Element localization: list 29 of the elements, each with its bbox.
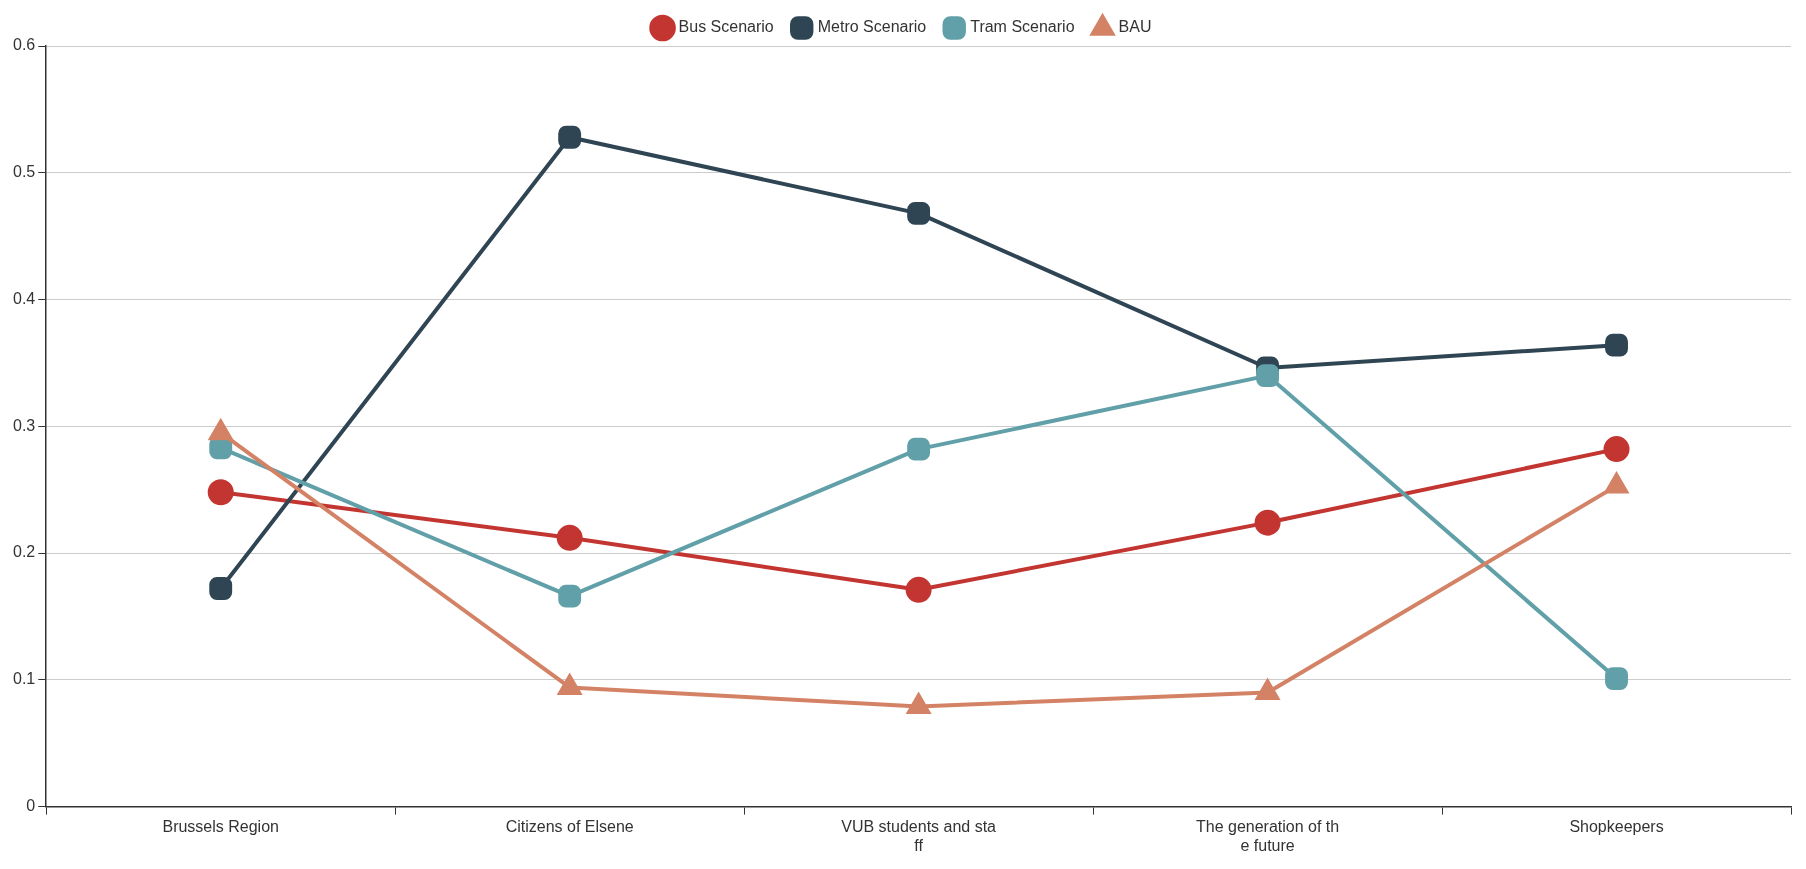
- point: [907, 437, 931, 461]
- y-tick-label: 0.2: [12, 543, 36, 561]
- y-tick-label: 0.4: [12, 289, 36, 307]
- x-tick-label: VUB students and staff: [841, 817, 997, 854]
- y-tick-label: 0.3: [12, 416, 36, 434]
- point: [207, 479, 234, 506]
- point: [905, 576, 932, 603]
- point: [558, 125, 582, 149]
- legend-label: BAU: [1118, 18, 1152, 36]
- y-tick-label: 0.5: [12, 163, 36, 181]
- point: [1605, 333, 1628, 357]
- y-tick-label: 0.1: [12, 670, 36, 688]
- legend-label: Tram Scenario: [970, 18, 1075, 36]
- point: [556, 524, 583, 551]
- x-tick-label: Brussels Region: [162, 817, 279, 835]
- x-tick-label: The generation of the future: [1195, 817, 1340, 854]
- y-tick-label: 0.6: [12, 36, 36, 54]
- legend-label: Bus Scenario: [678, 18, 774, 36]
- point: [1605, 667, 1628, 691]
- x-tick-label: Citizens of Elsene: [505, 817, 634, 835]
- point: [1254, 509, 1281, 536]
- point: [907, 201, 931, 225]
- point: [1256, 364, 1280, 388]
- y-tick-label: 0: [26, 797, 36, 815]
- x-tick-label: Shopkeepers: [1569, 817, 1664, 835]
- point: [1603, 436, 1630, 463]
- legend-label: Metro Scenario: [817, 18, 927, 36]
- point: [558, 584, 582, 608]
- point: [209, 577, 233, 600]
